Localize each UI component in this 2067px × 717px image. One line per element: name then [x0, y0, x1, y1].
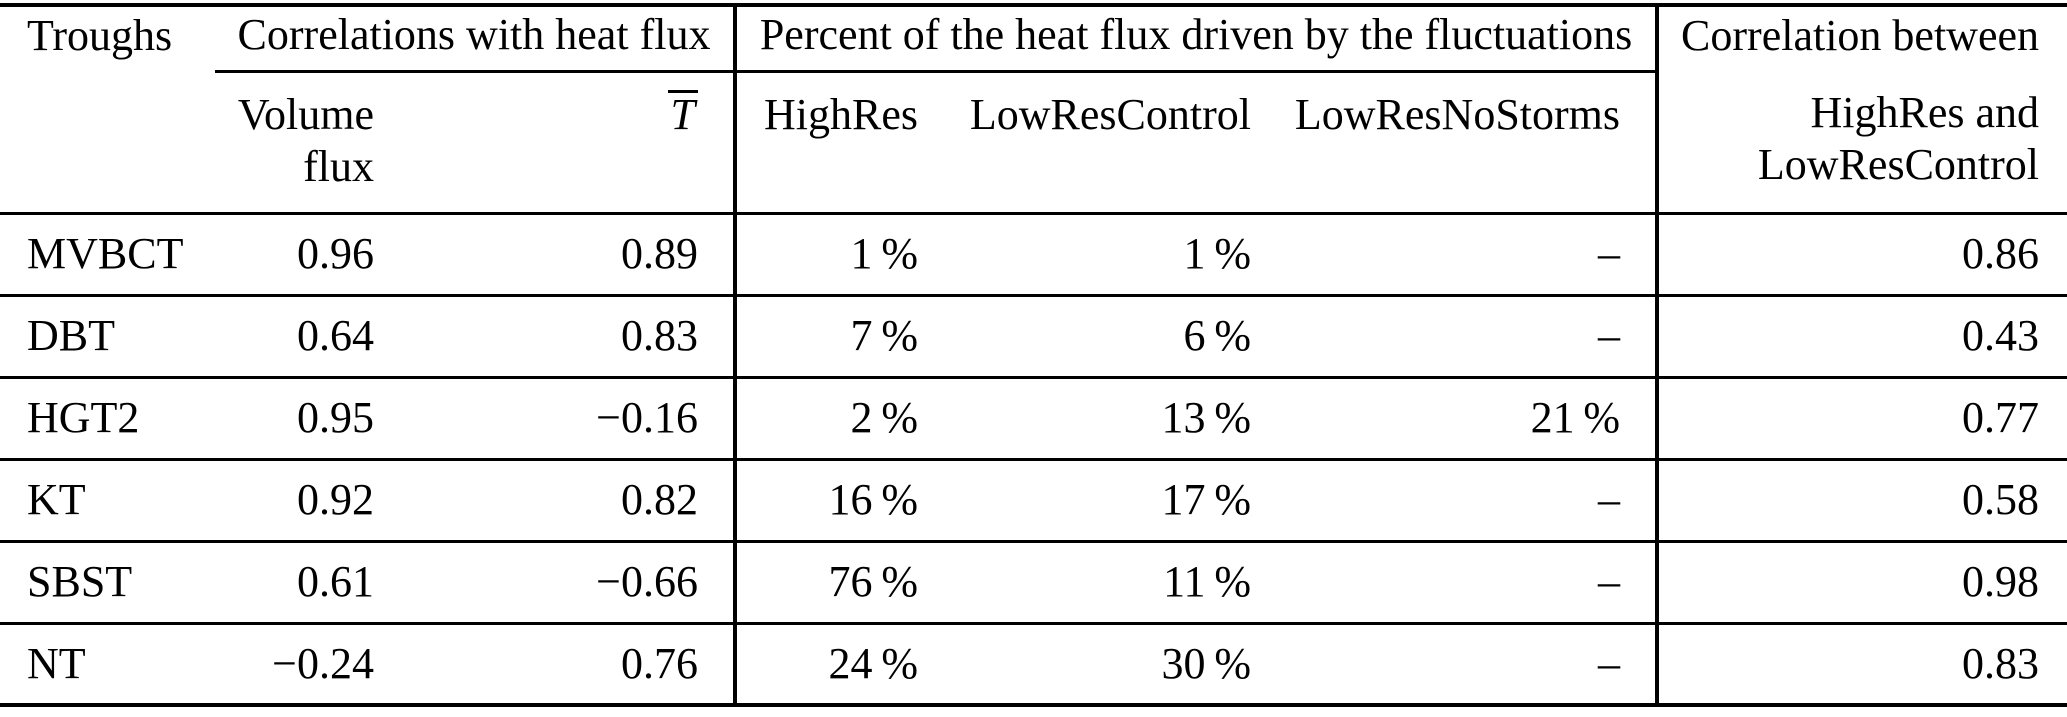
- lowresnostorms-percent: 21 %: [1530, 393, 1621, 442]
- subheader-lowrescontrol: LowResControl: [969, 89, 1251, 139]
- lowresnostorms-percent: –: [1598, 557, 1621, 606]
- subheader-t-mean: T: [400, 71, 735, 213]
- highres-percent: 76 %: [733, 541, 945, 623]
- highres-lowrescontrol-correlation: 0.83: [1655, 623, 2067, 705]
- subheader-flux-line: flux: [303, 141, 374, 191]
- lowrescontrol-percent: 6 %: [1183, 311, 1251, 360]
- highres-percent: 16 %: [733, 459, 945, 541]
- lowresnostorms-percent: –: [1598, 638, 1621, 688]
- highres-lowrescontrol-correlation: 0.98: [1655, 541, 2067, 623]
- table-row-hgt2: HGT2 0.95 −0.16 2 % 13 % 21 % 0.77: [0, 377, 2067, 459]
- lowrescontrol-percent: 13 %: [1161, 393, 1251, 442]
- volume-flux-value: −0.24: [272, 638, 374, 688]
- lowresnostorms-percent: –: [1598, 475, 1621, 524]
- header-troughs: Troughs: [27, 11, 173, 60]
- t-mean-correlation: 0.82: [621, 475, 698, 524]
- highres-percent: 24 %: [733, 623, 945, 705]
- volume-flux-value: 0.64: [297, 311, 374, 360]
- trough-name: KT: [27, 475, 86, 524]
- lowrescontrol-percent: 30 %: [1161, 638, 1251, 688]
- t-mean-correlation: 0.83: [621, 311, 698, 360]
- lowrescontrol-percent: 1 %: [1183, 229, 1251, 278]
- subheader-highres: HighRes: [733, 71, 945, 213]
- trough-name: SBST: [27, 557, 133, 606]
- volume-flux-value: 0.61: [297, 557, 374, 606]
- highres-lowrescontrol-correlation: 0.77: [1655, 377, 2067, 459]
- subheader-lowresnostorms: LowResNoStorms: [1294, 89, 1621, 139]
- group-header-correlation-between: Correlation between: [1655, 5, 2067, 71]
- group-header-percent: Percent of the heat flux driven by the f…: [732, 5, 1658, 73]
- lowresnostorms-percent: –: [1598, 311, 1621, 360]
- t-mean-correlation: −0.66: [596, 557, 698, 606]
- subheader-volume-flux: Volume flux: [215, 71, 400, 213]
- trough-name: HGT2: [27, 393, 140, 442]
- highres-lowrescontrol-correlation: 0.58: [1655, 459, 2067, 541]
- table-row-mvbct: MVBCT 0.96 0.89 1 % 1 % – 0.86: [0, 213, 2067, 295]
- trough-name: MVBCT: [27, 229, 184, 278]
- volume-flux-value: 0.96: [297, 229, 374, 278]
- t-mean-symbol: T: [667, 89, 698, 136]
- subheader-corr-line2: LowResControl: [1757, 140, 2040, 189]
- highres-percent: 7 %: [733, 295, 945, 377]
- highres-lowrescontrol-correlation: 0.43: [1655, 295, 2067, 377]
- correlation-table: Troughs Correlations with heat flux Perc…: [0, 3, 2067, 707]
- subheader-highres-lowrescontrol: HighRes and LowResControl: [1655, 71, 2067, 213]
- highres-percent: 2 %: [733, 377, 945, 459]
- subheader-corr-line1: HighRes and: [1810, 88, 2040, 137]
- t-mean-correlation: 0.89: [621, 229, 698, 278]
- lowrescontrol-percent: 11 %: [1163, 557, 1251, 606]
- table-row-dbt: DBT 0.64 0.83 7 % 6 % – 0.43: [0, 295, 2067, 377]
- table-row-kt: KT 0.92 0.82 16 % 17 % – 0.58: [0, 459, 2067, 541]
- highres-percent: 1 %: [733, 213, 945, 295]
- lowresnostorms-percent: –: [1598, 229, 1621, 278]
- trough-name: NT: [27, 638, 86, 688]
- t-mean-correlation: −0.16: [596, 393, 698, 442]
- lowrescontrol-percent: 17 %: [1161, 475, 1251, 524]
- group-header-correlations: Correlations with heat flux: [215, 5, 735, 73]
- table-subheader-row: Volume flux T HighRes LowResControl LowR…: [0, 71, 2067, 213]
- table-header-group-row: Troughs Correlations with heat flux Perc…: [0, 5, 2067, 73]
- table-row-sbst: SBST 0.61 −0.66 76 % 11 % – 0.98: [0, 541, 2067, 623]
- subheader-volume-line: Volume: [237, 89, 374, 139]
- volume-flux-value: 0.95: [297, 393, 374, 442]
- trough-name: DBT: [27, 311, 115, 360]
- highres-lowrescontrol-correlation: 0.86: [1655, 213, 2067, 295]
- volume-flux-value: 0.92: [297, 475, 374, 524]
- table-row-nt: NT −0.24 0.76 24 % 30 % – 0.83: [0, 623, 2067, 705]
- t-mean-correlation: 0.76: [621, 638, 698, 688]
- subheader-empty: [0, 71, 215, 213]
